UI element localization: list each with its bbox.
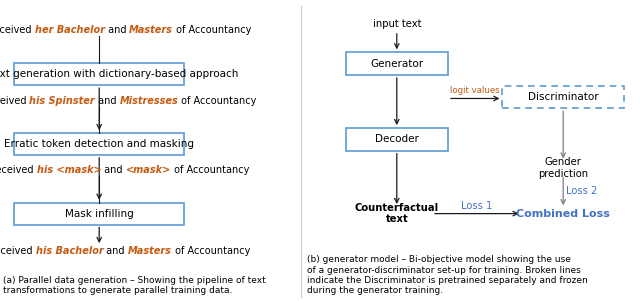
- Text: Seed text generation with dictionary-based approach: Seed text generation with dictionary-bas…: [0, 69, 238, 79]
- Text: his <mask>: his <mask>: [36, 165, 101, 175]
- Text: of Accountancy: of Accountancy: [172, 246, 250, 257]
- Text: Gender
prediction: Gender prediction: [538, 157, 588, 179]
- FancyBboxPatch shape: [346, 52, 448, 75]
- Text: and: and: [101, 165, 126, 175]
- Text: logit values: logit values: [451, 86, 500, 95]
- Text: Memory received: Memory received: [0, 25, 35, 35]
- Text: input text: input text: [372, 19, 421, 29]
- Text: of Accountancy: of Accountancy: [179, 95, 257, 106]
- Text: Loss 2: Loss 2: [566, 186, 598, 197]
- Text: Decoder: Decoder: [375, 134, 419, 145]
- Text: of Accountancy: of Accountancy: [173, 25, 252, 35]
- Text: (b) generator model – Bi-objective model showing the use
of a generator-discrimi: (b) generator model – Bi-objective model…: [307, 255, 588, 295]
- FancyBboxPatch shape: [14, 133, 184, 155]
- Text: Counterfactual
text: Counterfactual text: [355, 203, 439, 225]
- Text: and: and: [95, 95, 120, 106]
- FancyBboxPatch shape: [502, 85, 624, 108]
- Text: Memory received: Memory received: [0, 246, 36, 257]
- Text: Mask infilling: Mask infilling: [65, 208, 134, 219]
- Text: and: and: [104, 25, 129, 35]
- Text: his Bachelor: his Bachelor: [36, 246, 104, 257]
- Text: Discriminator: Discriminator: [528, 92, 598, 102]
- Text: Memory received: Memory received: [0, 95, 29, 106]
- Text: her Bachelor: her Bachelor: [35, 25, 104, 35]
- Text: Mistresses: Mistresses: [120, 95, 179, 106]
- Text: of Accountancy: of Accountancy: [171, 165, 250, 175]
- Text: Generator: Generator: [370, 58, 424, 69]
- Text: <mask>: <mask>: [126, 165, 171, 175]
- Text: Memory received: Memory received: [0, 165, 36, 175]
- FancyBboxPatch shape: [346, 128, 448, 151]
- Text: his Spinster: his Spinster: [29, 95, 95, 106]
- Text: Masters: Masters: [128, 246, 172, 257]
- Text: Erratic token detection and masking: Erratic token detection and masking: [4, 139, 194, 149]
- Text: and: and: [104, 246, 128, 257]
- Text: (a) Parallel data generation – Showing the pipeline of text
transformations to g: (a) Parallel data generation – Showing t…: [3, 276, 266, 295]
- Text: Combined Loss: Combined Loss: [516, 208, 610, 219]
- FancyBboxPatch shape: [14, 63, 184, 85]
- Text: Loss 1: Loss 1: [461, 201, 493, 211]
- Text: Masters: Masters: [129, 25, 173, 35]
- FancyBboxPatch shape: [14, 203, 184, 225]
